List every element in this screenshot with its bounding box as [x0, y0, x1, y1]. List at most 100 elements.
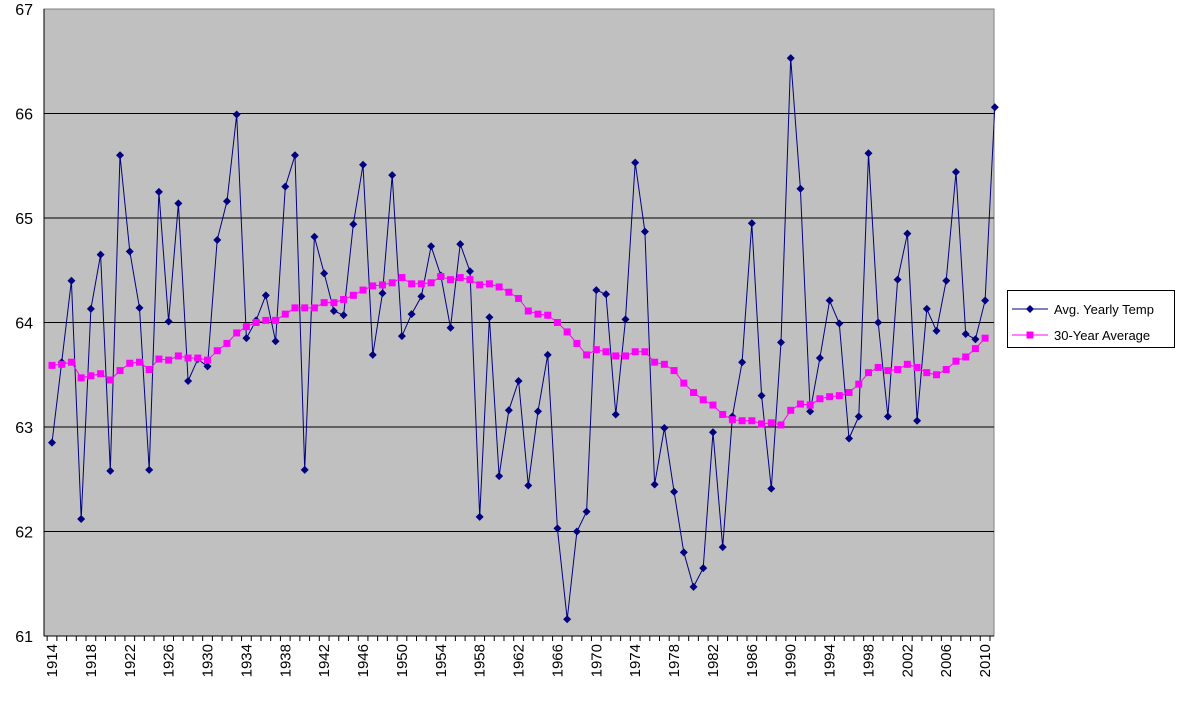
data-point — [786, 54, 795, 63]
data-point — [465, 267, 474, 276]
data-point — [300, 465, 309, 474]
data-point — [222, 197, 231, 206]
data-point — [106, 466, 115, 475]
x-tick-label: 1934 — [238, 644, 255, 677]
data-point — [670, 367, 678, 375]
data-point — [252, 319, 260, 326]
data-point — [806, 407, 815, 416]
data-point — [417, 292, 426, 301]
data-point — [417, 280, 425, 288]
data-point — [514, 377, 523, 386]
data-point — [933, 371, 941, 379]
data-point — [155, 355, 163, 363]
data-point — [485, 280, 493, 288]
x-axis: 1914 1918 1922 1926 1930 1934 1938 1942 1946 1950… — [44, 635, 994, 677]
data-point — [427, 242, 436, 251]
data-point — [203, 362, 212, 371]
data-point — [388, 279, 396, 287]
data-point — [922, 304, 931, 313]
data-point — [787, 406, 795, 414]
legend-item-30-year-average: 30-Year Average — [1008, 325, 1174, 345]
data-point — [884, 367, 892, 375]
data-point — [767, 419, 775, 427]
data-point — [213, 235, 222, 244]
data-point — [864, 369, 872, 377]
data-point — [961, 329, 970, 338]
data-point — [165, 356, 173, 364]
y-tick-label: 62 — [15, 525, 33, 542]
data-point — [534, 407, 542, 416]
data-point — [835, 392, 843, 400]
data-point — [524, 481, 533, 490]
y-tick-label: 65 — [15, 211, 33, 228]
data-point — [524, 307, 532, 315]
x-tick-label: 1986 — [744, 644, 761, 677]
data-point — [641, 348, 649, 356]
data-point — [651, 358, 659, 366]
data-point — [398, 274, 406, 282]
data-point — [602, 290, 611, 299]
data-point — [874, 318, 883, 327]
data-point — [437, 273, 445, 281]
data-point — [777, 421, 785, 429]
data-point — [427, 279, 435, 287]
y-axis: 61 62 63 64 65 66 67 — [15, 2, 45, 646]
data-point — [913, 416, 922, 425]
data-point — [981, 296, 990, 305]
data-point — [475, 512, 484, 521]
data-point — [495, 472, 504, 481]
data-point — [699, 564, 708, 573]
data-point — [835, 319, 844, 328]
data-point — [232, 110, 241, 119]
data-point — [553, 319, 561, 326]
data-point — [330, 299, 338, 307]
data-point — [329, 307, 338, 316]
data-point — [670, 487, 679, 496]
data-point — [272, 316, 280, 324]
data-point — [777, 338, 785, 347]
data-point — [951, 168, 960, 177]
y-tick-label: 64 — [15, 316, 33, 333]
data-point — [407, 310, 416, 319]
data-point — [758, 420, 766, 428]
x-tick-label: 1966 — [549, 644, 566, 677]
data-point — [816, 395, 824, 403]
data-point — [261, 291, 270, 300]
data-point — [796, 184, 805, 193]
data-point — [708, 428, 717, 437]
data-point — [631, 348, 639, 356]
data-point — [796, 400, 804, 408]
data-point — [320, 269, 329, 278]
data-point — [543, 350, 552, 359]
x-tick-label: 1950 — [394, 644, 411, 677]
data-point — [48, 361, 56, 369]
data-point — [154, 187, 163, 196]
data-point — [952, 357, 960, 365]
y-tick-label: 66 — [15, 107, 33, 124]
data-point — [621, 315, 630, 324]
data-point — [592, 286, 601, 295]
y-tick-label: 63 — [15, 420, 33, 437]
data-point — [504, 406, 513, 415]
data-point — [718, 543, 727, 552]
data-point — [563, 328, 571, 336]
data-point — [174, 352, 182, 360]
data-point — [640, 227, 649, 236]
data-point — [233, 329, 241, 337]
data-point — [58, 360, 66, 368]
data-point — [291, 151, 299, 160]
data-point — [446, 323, 455, 332]
x-tick-label: 1978 — [666, 644, 683, 677]
data-point — [349, 291, 357, 299]
data-point — [582, 507, 591, 516]
data-point — [164, 317, 173, 326]
data-point — [359, 160, 368, 169]
data-point — [621, 352, 629, 360]
data-point — [349, 220, 358, 229]
data-point — [631, 158, 640, 167]
data-point — [184, 377, 193, 386]
data-point — [971, 345, 979, 353]
series-line — [51, 58, 996, 620]
data-point — [894, 366, 902, 374]
